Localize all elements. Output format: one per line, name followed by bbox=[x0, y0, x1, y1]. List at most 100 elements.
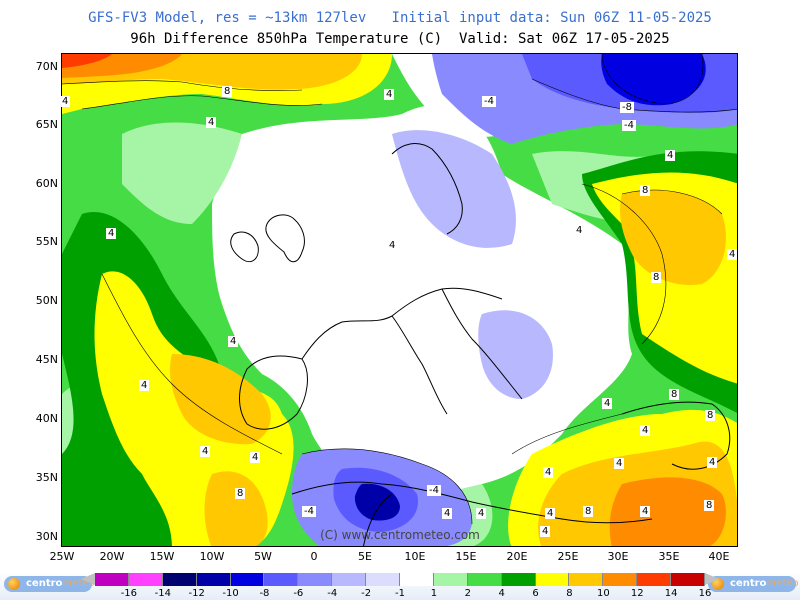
contour-label: 4 bbox=[384, 89, 395, 100]
contour-label: 4 bbox=[442, 508, 453, 519]
brand-part1: centro bbox=[730, 578, 767, 589]
colorbar bbox=[95, 573, 706, 586]
field-blue-scandinavia bbox=[392, 130, 516, 248]
contour-label: 4 bbox=[139, 380, 150, 391]
field-blue-balkans bbox=[478, 310, 553, 399]
colorbar-tick-label: -16 bbox=[120, 588, 138, 599]
contour-lines bbox=[62, 54, 737, 525]
lat-label-50n: 50N bbox=[35, 294, 58, 307]
contour-label: -8 bbox=[620, 102, 634, 113]
colorbar-cell bbox=[501, 573, 536, 586]
field-darkorange-se bbox=[609, 477, 726, 546]
contour-label: 4 bbox=[640, 506, 651, 517]
lon-label-0: 0 bbox=[310, 550, 318, 563]
field-red-north bbox=[62, 54, 112, 68]
contour-label: 4 bbox=[476, 508, 487, 519]
field-orange-east bbox=[620, 190, 726, 285]
contour-label: 8 bbox=[235, 488, 246, 499]
lat-label-65n: 65N bbox=[35, 118, 58, 131]
lon-label-10w: 10W bbox=[199, 550, 225, 563]
coastlines bbox=[230, 143, 731, 546]
contour-label: 4 bbox=[543, 467, 554, 478]
contour-label: 8 bbox=[583, 506, 594, 517]
brand-part2: meteo bbox=[766, 578, 799, 589]
colorbar-tick-label: -1 bbox=[395, 588, 405, 599]
brand-part1: centro bbox=[26, 578, 63, 589]
colorbar-cell bbox=[535, 573, 570, 586]
colorbar-cell bbox=[433, 573, 468, 586]
colorbar-tick-label: 2 bbox=[464, 588, 471, 599]
brand-logo-right: centrometeo bbox=[708, 576, 799, 592]
colorbar-cell bbox=[298, 573, 333, 586]
lat-label-55n: 55N bbox=[35, 235, 58, 248]
contour-label: 4 bbox=[640, 425, 651, 436]
colorbar-cell bbox=[400, 573, 434, 586]
contour-label: 4 bbox=[602, 398, 613, 409]
field-lightgreen-1 bbox=[122, 122, 242, 224]
contour-label: 4 bbox=[540, 526, 551, 537]
lon-label-40e: 40E bbox=[708, 550, 730, 563]
colorbar-tick-label: 14 bbox=[664, 588, 678, 599]
colorbar-tick-label: 8 bbox=[566, 588, 573, 599]
lon-label-35e: 35E bbox=[658, 550, 680, 563]
contour-label: 4 bbox=[665, 150, 676, 161]
lon-label-5w: 5W bbox=[254, 550, 272, 563]
contour-label: -4 bbox=[302, 506, 316, 517]
contour-label: 4 bbox=[574, 225, 585, 236]
colorbar-cell bbox=[637, 573, 672, 586]
colorbar-cell bbox=[95, 573, 129, 586]
contour-label: 4 bbox=[545, 508, 556, 519]
temperature-field bbox=[62, 54, 737, 546]
lon-label-20e: 20E bbox=[506, 550, 528, 563]
field-blue-africa-dark bbox=[354, 483, 400, 521]
colorbar-tick-label: -2 bbox=[361, 588, 372, 599]
colorbar-cell bbox=[366, 573, 401, 586]
contour-label: 4 bbox=[727, 249, 738, 260]
colorbar-tick-label: -12 bbox=[188, 588, 205, 599]
colorbar-tick-label: -14 bbox=[154, 588, 171, 599]
lon-label-15e: 15E bbox=[455, 550, 477, 563]
colorbar-cell bbox=[671, 573, 706, 586]
lon-label-20w: 20W bbox=[99, 550, 125, 563]
colorbar-tick-label: 6 bbox=[532, 588, 539, 599]
lat-label-60n: 60N bbox=[35, 177, 58, 190]
contour-label: 8 bbox=[669, 389, 680, 400]
title-model: GFS-FV3 Model, res = ~13km 127lev Initia… bbox=[88, 10, 712, 26]
colorbar-tick-label: 12 bbox=[630, 588, 644, 599]
colorbar-cell bbox=[603, 573, 638, 586]
colorbar-cell bbox=[128, 573, 163, 586]
contour-label: 4 bbox=[387, 240, 398, 251]
colorbar-cell bbox=[264, 573, 299, 586]
colorbar-cell bbox=[230, 573, 265, 586]
lon-label-5e: 5E bbox=[358, 550, 372, 563]
colorbar-cell bbox=[332, 573, 367, 586]
colorbar-arrow-left bbox=[81, 573, 95, 585]
contour-label: -4 bbox=[482, 96, 496, 107]
lon-label-25e: 25E bbox=[557, 550, 579, 563]
contour-label: 4 bbox=[250, 452, 261, 463]
copyright-text: (C) www.centrometeo.com bbox=[320, 528, 480, 542]
lat-label-70n: 70N bbox=[35, 60, 58, 73]
contour-label: 4 bbox=[707, 457, 718, 468]
colorbar-cell bbox=[467, 573, 502, 586]
contour-label: 4 bbox=[228, 336, 239, 347]
contour-label: -4 bbox=[427, 485, 441, 496]
colorbar-tick-label: 1 bbox=[430, 588, 438, 599]
colorbar-tick-label: 4 bbox=[498, 588, 505, 599]
contour-label: 8 bbox=[640, 185, 651, 196]
colorbar-tick-label: -4 bbox=[327, 588, 338, 599]
colorbar-cell bbox=[196, 573, 231, 586]
lon-label-15w: 15W bbox=[149, 550, 175, 563]
colorbar-arrow-right bbox=[705, 573, 719, 585]
lat-label-30n: 30N bbox=[35, 530, 58, 543]
colorbar-cell bbox=[569, 573, 604, 586]
globe-icon bbox=[8, 578, 20, 590]
lat-label-35n: 35N bbox=[35, 471, 58, 484]
lon-label-10e: 10E bbox=[404, 550, 426, 563]
colorbar-cell bbox=[162, 573, 197, 586]
contour-label: -4 bbox=[622, 120, 636, 131]
brand-part2: meteo bbox=[62, 578, 95, 589]
contour-label: 4 bbox=[60, 96, 71, 107]
contour-label: 4 bbox=[106, 228, 117, 239]
lat-label-40n: 40N bbox=[35, 412, 58, 425]
